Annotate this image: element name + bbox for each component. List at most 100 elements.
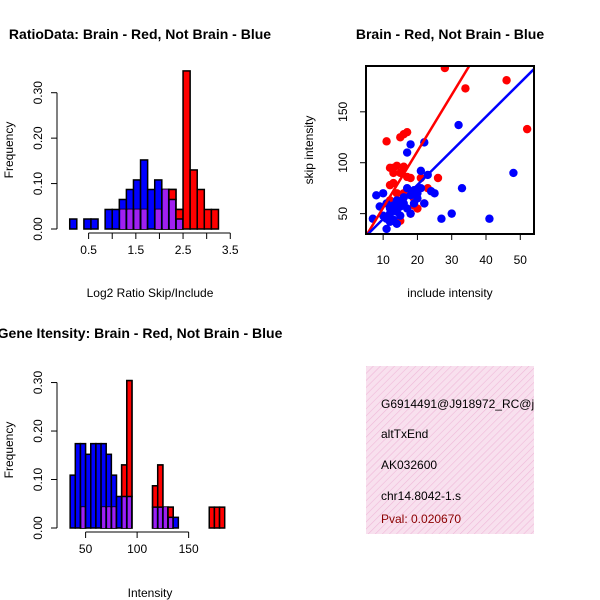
ratio-bar-overlap [127, 209, 133, 229]
scatter-point-not-brain [402, 183, 412, 193]
ratio-histogram-xlabel: Log2 Ratio Skip/Include [87, 286, 214, 300]
intensity-bar-brain-excess [151, 485, 159, 508]
gene-intensity-ylabel: Frequency [2, 422, 16, 479]
probe-info-panel: G6914491@J918972_RC@j_at altTxEnd AK0326… [366, 366, 551, 534]
ratio-bar-not-brain [68, 218, 78, 230]
gene-intensity-bars [69, 379, 226, 529]
ratio-x-tick-label: 2.5 [175, 243, 192, 257]
scatter-point-not-brain [454, 120, 463, 130]
ratio-bar-overlap [176, 219, 183, 229]
intensity-bar-brain [218, 506, 226, 529]
ratio-bar-brain [189, 169, 198, 230]
ratio-y-tick-label: 0.10 [31, 172, 45, 196]
scatter-point-brain [433, 173, 443, 183]
ratio-y-tick-label: 0.00 [31, 217, 45, 241]
ratio-x-tick-label: 3.5 [222, 243, 239, 257]
intensity-x-tick-label: 50 [79, 542, 93, 556]
scatter-xlabel: include intensity [407, 286, 492, 300]
locus-text: chr14.8042-1.s [381, 489, 461, 503]
ratio-x-tick-label: 1.5 [127, 243, 144, 257]
scatter-point-not-brain [392, 219, 402, 229]
scatter-x-tick-label: 20 [411, 253, 425, 267]
scatter-point-not-brain [457, 183, 467, 193]
scatter-x-tick-label: 40 [479, 253, 493, 267]
scatter-point-not-brain [430, 189, 439, 198]
scatter-point-not-brain [382, 224, 391, 234]
scatter-x-tick-label: 30 [445, 253, 459, 267]
scatter-x-tick-label: 10 [376, 253, 390, 267]
ratio-bar-overlap [120, 209, 126, 229]
ratio-histogram-bars [68, 70, 220, 230]
scatter-point-not-brain [402, 148, 412, 157]
scatter-plot-area [365, 65, 535, 235]
scatter-point-not-brain [396, 211, 405, 220]
gene-intensity-title: Gene Itensity: Brain - Red, Not Brain - … [0, 325, 283, 341]
ratio-bar-not-brain [83, 218, 92, 230]
pval-text: Pval: 0.020670 [381, 512, 461, 526]
ratio-x-tick-label: 0.5 [80, 243, 97, 257]
ratio-bar-brain-excess [168, 188, 177, 201]
ratio-y-tick-label: 0.30 [31, 81, 45, 105]
ratio-bar-not-brain [90, 218, 99, 230]
scatter-title: Brain - Red, Not Brain - Blue [356, 26, 544, 42]
scatter-point-brain [522, 124, 532, 134]
intensity-bar-overlap [158, 507, 162, 528]
scatter-point-brain [392, 189, 402, 198]
ratio-bar-brain [196, 188, 206, 230]
ratio-bar-overlap [134, 209, 140, 229]
intensity-bar-brain [213, 506, 221, 529]
intensity-bar-brain-excess [126, 379, 133, 498]
ratio-histogram-ylabel: Frequency [2, 122, 16, 179]
intensity-scatter-panel: Brain - Red, Not Brain - Blue 10 20 30 40 50… [302, 26, 544, 300]
scatter-point-not-brain [420, 199, 429, 208]
scatter-clip [366, 66, 534, 234]
ratio-bar-brain [210, 208, 220, 230]
intensity-bar-overlap [122, 496, 126, 528]
ratio-bar-brain [203, 208, 213, 230]
fit-line-brain [366, 66, 471, 234]
intensity-y-tick-label: 0.00 [31, 516, 45, 540]
gene-intensity-xlabel: Intensity [128, 586, 173, 600]
intensity-bar-not-brain [172, 516, 180, 529]
intensity-bar-brain [208, 506, 216, 529]
scatter-point-brain [406, 173, 415, 183]
scatter-point-brain [461, 84, 470, 93]
accession-text: AK032600 [381, 458, 437, 472]
scatter-point-not-brain [437, 214, 446, 223]
intensity-bar-not-brain [90, 442, 97, 529]
ratio-bar-not-brain [111, 208, 121, 230]
info-panel-hatch [366, 366, 534, 534]
ratio-bar-brain-excess [175, 208, 184, 220]
intensity-y-tick-label: 0.10 [31, 468, 45, 492]
intensity-y-tick-label: 0.20 [31, 419, 45, 443]
intensity-bar-overlap [112, 507, 116, 528]
scatter-point-brain [440, 66, 450, 73]
event-type-text: altTxEnd [381, 427, 428, 441]
scatter-point-not-brain [406, 140, 415, 149]
scatter-point-brain [402, 127, 412, 137]
scatter-axes: 10 20 30 40 50 50 100 150 [336, 101, 527, 267]
scatter-point-not-brain [372, 191, 381, 200]
ratio-bar-overlap [155, 209, 161, 229]
ratio-histogram-panel: RatioData: Brain - Red, Not Brain - Blue… [2, 26, 271, 300]
intensity-bar-overlap [169, 517, 173, 528]
intensity-bar-brain-excess [156, 464, 164, 508]
gene-intensity-axes: 50 100 150 0.00 0.10 0.20 0.30 [31, 371, 199, 556]
scatter-point-not-brain [447, 209, 456, 218]
ratio-bar-overlap [141, 209, 147, 229]
ratio-histogram-axes: 0.5 1.5 2.5 3.5 0.00 0.10 0.20 0.30 [31, 81, 239, 257]
probe-id-text: G6914491@J918972_RC@j_at [381, 397, 551, 411]
intensity-x-tick-label: 150 [179, 542, 199, 556]
scatter-y-tick-label: 50 [336, 207, 350, 221]
intensity-bar-not-brain [74, 442, 82, 529]
intensity-y-tick-label: 0.30 [31, 371, 45, 395]
scatter-ylabel: skip intensity [302, 116, 316, 185]
scatter-y-tick-label: 100 [336, 152, 350, 172]
scatter-point-brain [502, 76, 511, 85]
scatter-point-not-brain [416, 183, 426, 193]
scatter-point-not-brain [378, 189, 388, 198]
intensity-bar-overlap [102, 507, 106, 528]
ratio-bar-not-brain [146, 188, 156, 230]
intensity-bar-not-brain [115, 495, 123, 529]
